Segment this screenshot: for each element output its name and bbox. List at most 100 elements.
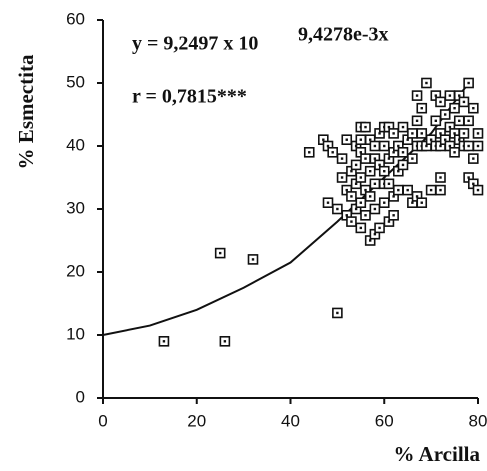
point bbox=[430, 115, 442, 127]
point-dot bbox=[308, 151, 311, 154]
point bbox=[158, 335, 170, 347]
point-dot bbox=[448, 125, 452, 129]
point bbox=[435, 184, 446, 196]
point-dot bbox=[458, 119, 461, 122]
point-dot bbox=[383, 201, 386, 204]
point bbox=[402, 184, 413, 196]
point-dot bbox=[373, 207, 377, 211]
point-dot bbox=[373, 157, 377, 160]
y-tick-label: 10 bbox=[66, 324, 85, 343]
point-dot bbox=[448, 144, 452, 148]
point-dot bbox=[364, 188, 367, 192]
point-dot bbox=[392, 214, 395, 217]
point-dot bbox=[397, 188, 400, 192]
point bbox=[369, 140, 381, 152]
point-dot bbox=[439, 176, 442, 179]
point-dot bbox=[223, 340, 227, 343]
point bbox=[336, 153, 348, 164]
point-dot bbox=[373, 182, 377, 185]
point-dot bbox=[345, 214, 348, 217]
point bbox=[360, 153, 371, 164]
point bbox=[378, 140, 390, 152]
point-dot bbox=[336, 311, 339, 315]
point-dot bbox=[364, 125, 367, 129]
point-dot bbox=[429, 138, 433, 141]
point bbox=[463, 77, 474, 89]
y-tick-label: 50 bbox=[66, 72, 85, 91]
point-dot bbox=[251, 258, 255, 261]
r-label: r = 0,7815*** bbox=[132, 86, 247, 108]
point-dot bbox=[458, 138, 461, 141]
point bbox=[449, 102, 460, 114]
point-dot bbox=[378, 132, 381, 135]
point-dot bbox=[472, 182, 475, 185]
point-dot bbox=[411, 201, 414, 204]
point-dot bbox=[476, 144, 480, 148]
point-dot bbox=[373, 144, 377, 148]
point bbox=[449, 147, 460, 158]
point-dot bbox=[458, 94, 461, 97]
point bbox=[378, 197, 390, 208]
point-dot bbox=[340, 176, 344, 179]
point-dot bbox=[411, 157, 414, 160]
point bbox=[374, 222, 385, 234]
point-dot bbox=[354, 163, 358, 167]
point-dot bbox=[364, 157, 367, 160]
point-dot bbox=[364, 214, 367, 217]
point bbox=[416, 128, 428, 139]
point bbox=[369, 178, 381, 190]
point bbox=[416, 102, 428, 114]
point bbox=[463, 115, 474, 127]
point-dot bbox=[345, 188, 348, 192]
point-dot bbox=[383, 144, 386, 148]
point-dot bbox=[472, 107, 475, 110]
point-dot bbox=[420, 132, 423, 135]
point-dot bbox=[359, 138, 363, 141]
point-dot bbox=[387, 220, 391, 223]
point-dot bbox=[453, 107, 456, 110]
point-dot bbox=[397, 170, 400, 173]
x-tick-label: 60 bbox=[375, 411, 394, 430]
point-dot bbox=[439, 144, 442, 148]
point-dot bbox=[453, 132, 456, 135]
point-dot bbox=[429, 188, 433, 192]
point-dot bbox=[326, 201, 330, 204]
point bbox=[247, 254, 259, 265]
point bbox=[472, 184, 484, 196]
point-dot bbox=[350, 220, 353, 223]
point-dot bbox=[420, 201, 423, 204]
point-dot bbox=[443, 138, 447, 141]
point-dot bbox=[378, 226, 381, 230]
point bbox=[416, 197, 428, 208]
point bbox=[463, 140, 474, 152]
point bbox=[388, 210, 399, 221]
point bbox=[397, 147, 409, 158]
point-dot bbox=[467, 81, 470, 85]
point-dot bbox=[401, 125, 405, 129]
x-tick-label: 20 bbox=[187, 411, 206, 430]
point bbox=[411, 115, 423, 127]
point bbox=[327, 147, 338, 158]
point-dot bbox=[467, 176, 470, 179]
x-tick-label: 80 bbox=[469, 411, 487, 430]
point-dot bbox=[392, 195, 395, 198]
point bbox=[341, 134, 353, 145]
point-dot bbox=[326, 144, 330, 148]
point-dot bbox=[218, 251, 222, 255]
point-dot bbox=[448, 94, 452, 97]
point-dot bbox=[336, 207, 339, 211]
point bbox=[332, 307, 343, 319]
point-dot bbox=[401, 151, 405, 154]
point bbox=[407, 128, 418, 139]
point-dot bbox=[397, 144, 400, 148]
point bbox=[350, 159, 362, 171]
point-dot bbox=[387, 182, 391, 185]
point-dot bbox=[439, 100, 442, 104]
point-dot bbox=[378, 163, 381, 167]
point-dot bbox=[359, 176, 363, 179]
point bbox=[303, 147, 315, 158]
point-dot bbox=[331, 151, 334, 154]
point bbox=[355, 197, 367, 208]
point bbox=[435, 172, 446, 183]
